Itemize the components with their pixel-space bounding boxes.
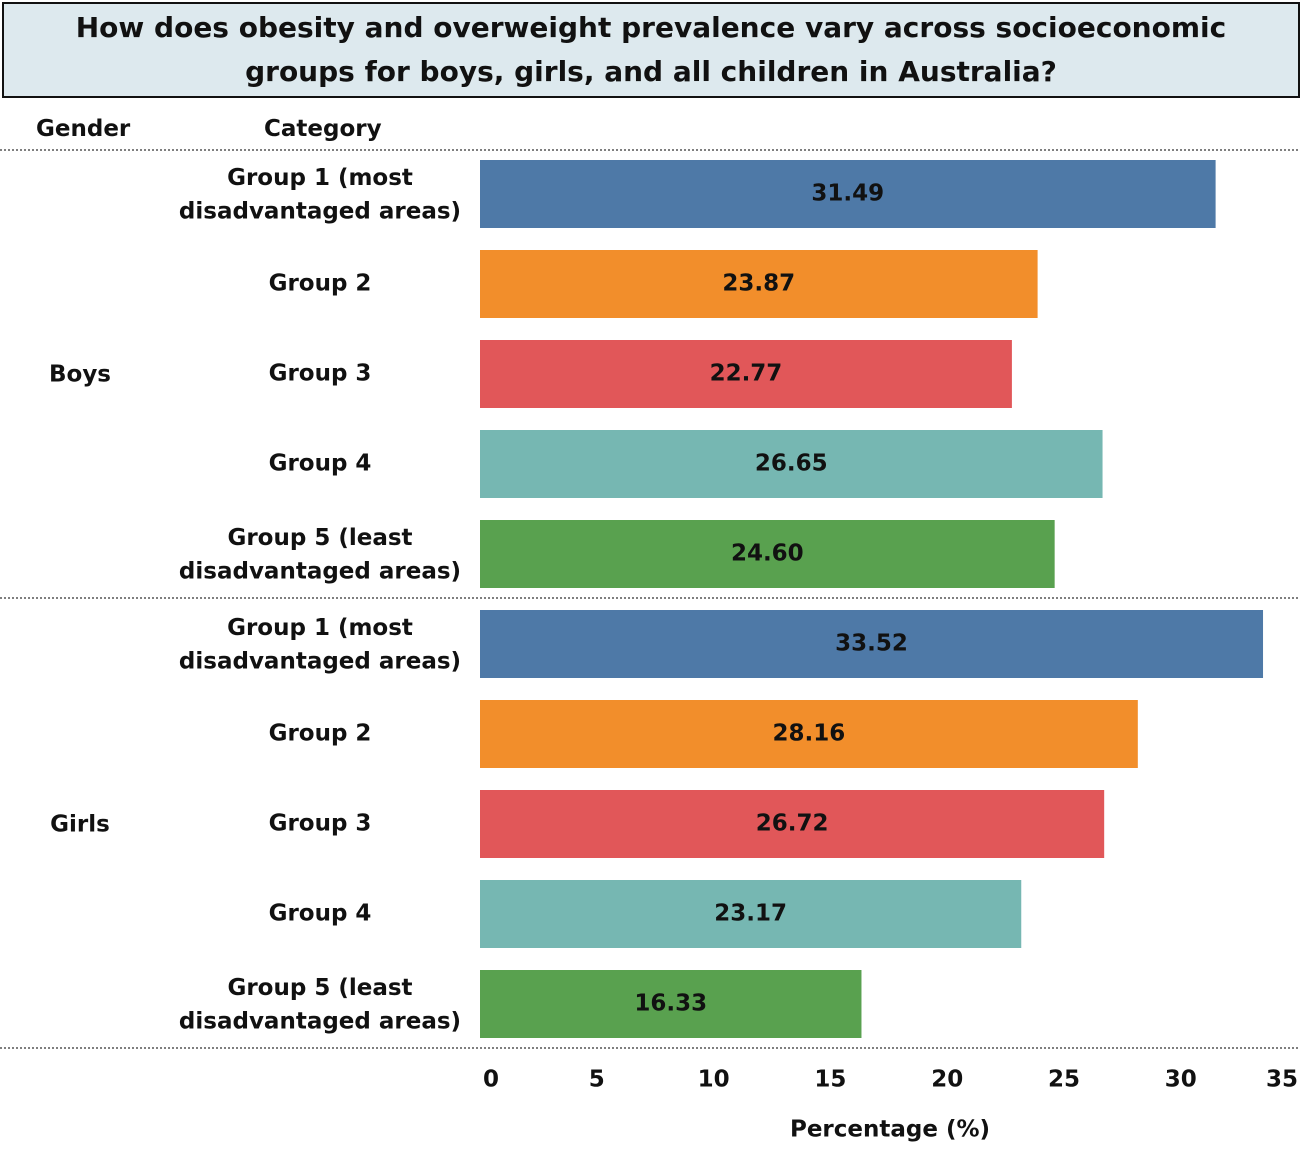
x-tick-label: 25 bbox=[1048, 1067, 1080, 1093]
bar bbox=[480, 880, 1022, 948]
category-label: Group 5 (least disadvantaged areas) bbox=[179, 974, 461, 1033]
x-tick-label: 0 bbox=[483, 1067, 499, 1093]
x-tick-label: 30 bbox=[1165, 1067, 1197, 1093]
gender-label-boys: Boys bbox=[49, 362, 111, 388]
category-label: Group 1 (most disadvantaged areas) bbox=[179, 614, 461, 673]
data-label: 23.87 bbox=[722, 271, 795, 297]
x-tick-label: 35 bbox=[1266, 1067, 1298, 1093]
x-tick-label: 5 bbox=[589, 1067, 605, 1093]
category-label: Group 1 (most disadvantaged areas) bbox=[179, 164, 461, 223]
category-label: Group 4 bbox=[269, 901, 372, 927]
gender-column-header: Gender bbox=[36, 116, 131, 142]
bar bbox=[480, 520, 1055, 588]
data-label: 23.17 bbox=[714, 901, 787, 927]
category-label: Group 2 bbox=[269, 721, 372, 747]
gender-label-girls: Girls bbox=[50, 812, 110, 838]
data-label: 26.65 bbox=[755, 451, 828, 477]
bar bbox=[480, 610, 1264, 678]
bar bbox=[480, 430, 1103, 498]
bar bbox=[480, 160, 1216, 228]
x-tick-label: 15 bbox=[814, 1067, 846, 1093]
data-label: 33.52 bbox=[835, 631, 908, 657]
x-tick-label: 20 bbox=[931, 1067, 963, 1093]
x-axis-title: Percentage (%) bbox=[790, 1117, 990, 1143]
data-label: 22.77 bbox=[710, 361, 783, 387]
category-label: Group 4 bbox=[269, 451, 372, 477]
data-label: 31.49 bbox=[811, 181, 884, 207]
data-label: 28.16 bbox=[773, 721, 846, 747]
bar bbox=[480, 340, 1012, 408]
bar bbox=[480, 790, 1105, 858]
data-label: 16.33 bbox=[634, 991, 707, 1017]
category-column-header: Category bbox=[264, 116, 382, 142]
data-label: 26.72 bbox=[756, 811, 829, 837]
category-label: Group 5 (least disadvantaged areas) bbox=[179, 524, 461, 583]
bar bbox=[480, 250, 1038, 318]
x-tick-label: 10 bbox=[698, 1067, 730, 1093]
category-label: Group 3 bbox=[269, 361, 372, 387]
category-label: Group 2 bbox=[269, 271, 372, 297]
bar bbox=[480, 700, 1138, 768]
data-label: 24.60 bbox=[731, 541, 804, 567]
category-label: Group 3 bbox=[269, 811, 372, 837]
chart-title: How does obesity and overweight prevalen… bbox=[2, 2, 1300, 98]
bar bbox=[480, 970, 862, 1038]
